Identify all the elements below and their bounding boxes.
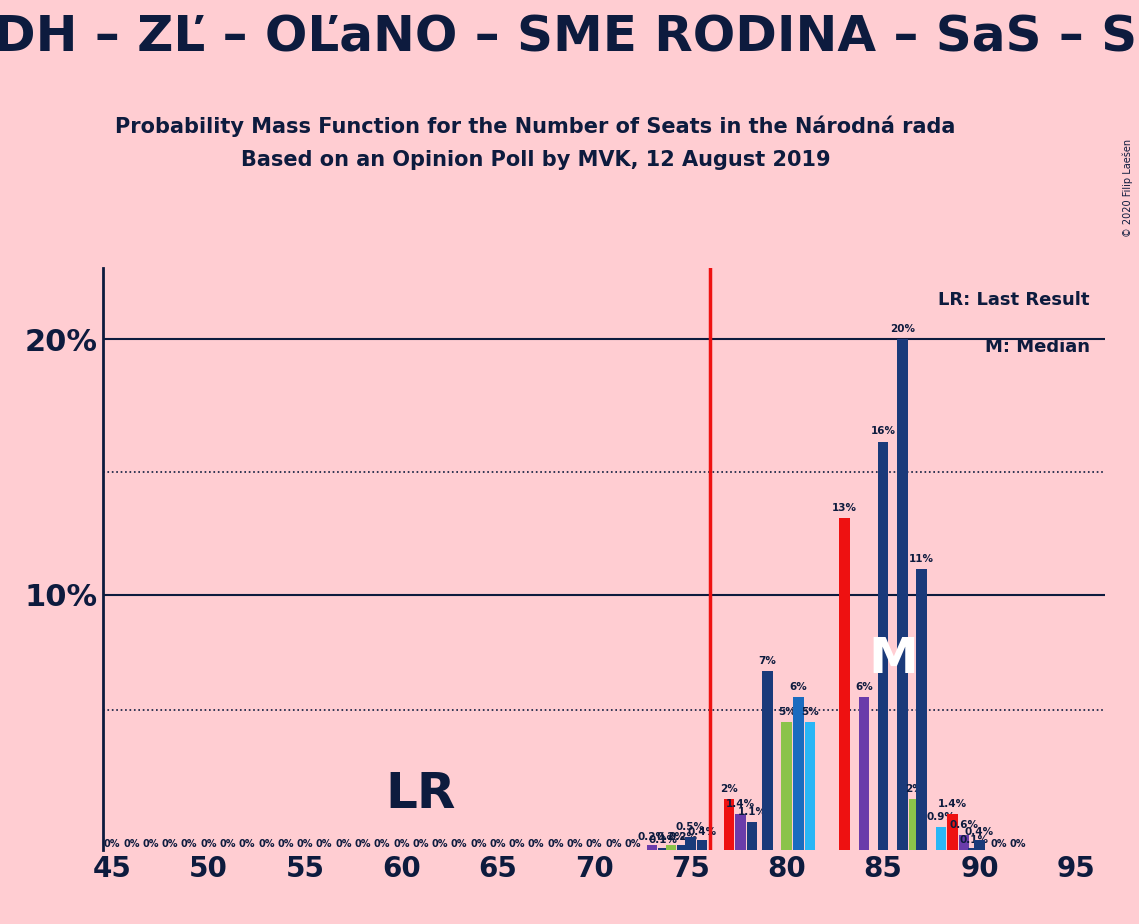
Text: 0%: 0% <box>1010 839 1026 849</box>
Text: 0%: 0% <box>412 839 428 849</box>
Bar <box>948 814 958 850</box>
Text: 0%: 0% <box>296 839 313 849</box>
Text: 6%: 6% <box>789 682 808 692</box>
Text: 20%: 20% <box>890 324 915 334</box>
Text: – KDH – ZĽ – OĽaNO – SME RODINA – SaS – SMK: – KDH – ZĽ – OĽaNO – SME RODINA – SaS – … <box>0 14 1139 62</box>
Text: 0.6%: 0.6% <box>950 820 978 830</box>
Text: 0.4%: 0.4% <box>965 827 994 837</box>
Bar <box>793 697 804 850</box>
Text: 0%: 0% <box>220 839 236 849</box>
Text: 0%: 0% <box>566 839 583 849</box>
Bar <box>878 442 888 850</box>
Text: 0%: 0% <box>123 839 140 849</box>
Text: 0.9%: 0.9% <box>926 812 956 822</box>
Bar <box>968 847 980 850</box>
Text: 0%: 0% <box>259 839 274 849</box>
Text: © 2020 Filip Laešen: © 2020 Filip Laešen <box>1123 139 1133 237</box>
Bar <box>658 847 669 850</box>
Text: 13%: 13% <box>833 503 858 513</box>
Text: 0%: 0% <box>335 839 352 849</box>
Bar <box>917 569 927 850</box>
Text: LR: Last Result: LR: Last Result <box>939 291 1090 310</box>
Text: 0%: 0% <box>528 839 544 849</box>
Text: 0.4%: 0.4% <box>688 827 716 837</box>
Bar <box>686 837 696 850</box>
Text: M: Median: M: Median <box>985 338 1090 356</box>
Text: 0.2%: 0.2% <box>669 833 697 843</box>
Bar <box>666 845 677 850</box>
Text: M: M <box>868 635 918 683</box>
Bar <box>697 840 707 850</box>
Bar <box>804 723 816 850</box>
Text: Probability Mass Function for the Number of Seats in the Národná rada: Probability Mass Function for the Number… <box>115 116 956 137</box>
Text: 0%: 0% <box>142 839 159 849</box>
Text: 16%: 16% <box>870 427 895 436</box>
Text: 0%: 0% <box>509 839 525 849</box>
Text: 6%: 6% <box>855 682 872 692</box>
Text: 0%: 0% <box>162 839 178 849</box>
Text: 0%: 0% <box>181 839 197 849</box>
Text: 11%: 11% <box>909 554 934 565</box>
Text: 0%: 0% <box>393 839 410 849</box>
Text: 5%: 5% <box>801 707 819 717</box>
Bar <box>647 845 657 850</box>
Text: 0%: 0% <box>585 839 603 849</box>
Text: 0.5%: 0.5% <box>675 822 705 833</box>
Text: 0%: 0% <box>547 839 564 849</box>
Text: 1.1%: 1.1% <box>738 807 767 817</box>
Text: 0.1%: 0.1% <box>959 835 989 845</box>
Bar <box>909 799 919 850</box>
Bar <box>859 697 869 850</box>
Bar <box>723 799 735 850</box>
Text: 0.2%: 0.2% <box>638 833 666 843</box>
Text: 0.1%: 0.1% <box>649 835 678 845</box>
Text: 0.2%: 0.2% <box>657 833 686 843</box>
Bar <box>747 822 757 850</box>
Bar <box>936 827 947 850</box>
Text: 2%: 2% <box>906 784 923 794</box>
Text: 0%: 0% <box>432 839 448 849</box>
Text: LR: LR <box>385 770 456 818</box>
Text: 1.4%: 1.4% <box>726 799 755 809</box>
Text: 0%: 0% <box>991 839 1007 849</box>
Bar <box>974 840 985 850</box>
Text: 0%: 0% <box>490 839 506 849</box>
Text: 5%: 5% <box>778 707 796 717</box>
Text: 0%: 0% <box>316 839 333 849</box>
Text: 0%: 0% <box>374 839 391 849</box>
Text: 0%: 0% <box>470 839 486 849</box>
Bar <box>898 339 908 850</box>
Text: Based on an Opinion Poll by MVK, 12 August 2019: Based on an Opinion Poll by MVK, 12 Augu… <box>240 150 830 170</box>
Text: 0%: 0% <box>278 839 294 849</box>
Bar <box>959 834 969 850</box>
Text: 0%: 0% <box>104 839 121 849</box>
Text: 0%: 0% <box>354 839 371 849</box>
Text: 0%: 0% <box>200 839 216 849</box>
Bar <box>762 672 772 850</box>
Text: 1.4%: 1.4% <box>939 799 967 809</box>
Text: 2%: 2% <box>720 784 738 794</box>
Bar <box>735 814 746 850</box>
Text: 0%: 0% <box>605 839 622 849</box>
Bar <box>781 723 792 850</box>
Text: 0%: 0% <box>624 839 641 849</box>
Bar <box>678 845 688 850</box>
Text: 0%: 0% <box>239 839 255 849</box>
Text: 0%: 0% <box>451 839 467 849</box>
Bar <box>839 518 850 850</box>
Text: 7%: 7% <box>759 656 777 666</box>
